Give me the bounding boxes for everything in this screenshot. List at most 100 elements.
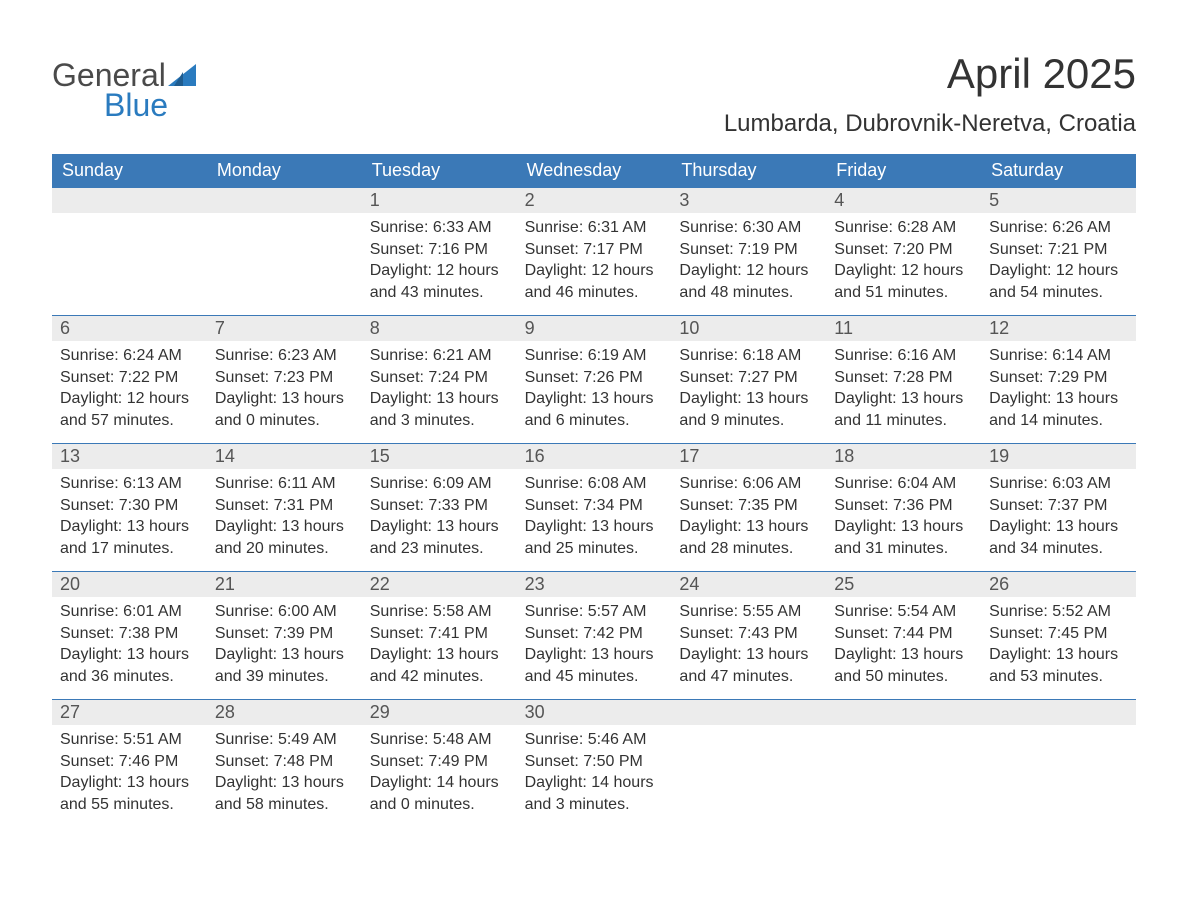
daylight-line: Daylight: 13 hours and 23 minutes. xyxy=(370,516,509,559)
daynum-row xyxy=(671,699,826,725)
sunrise-label: Sunrise: xyxy=(679,603,738,620)
sunset-label: Sunset: xyxy=(989,625,1043,642)
daynum-row: 6 xyxy=(52,315,207,341)
sunset-label: Sunset: xyxy=(60,753,114,770)
sunrise-value: 6:14 AM xyxy=(1052,347,1111,364)
sunrise-line: Sunrise: 6:28 AM xyxy=(834,217,973,239)
day-number: 10 xyxy=(679,318,818,339)
logo-word-1: General xyxy=(52,60,166,90)
sunset-line: Sunset: 7:27 PM xyxy=(679,367,818,389)
day-number: 26 xyxy=(989,574,1128,595)
day-number: 13 xyxy=(60,446,199,467)
calendar-cell: 21Sunrise: 6:00 AMSunset: 7:39 PMDayligh… xyxy=(207,571,362,699)
daylight-line: Daylight: 13 hours and 58 minutes. xyxy=(215,772,354,815)
daynum-row xyxy=(52,187,207,213)
daylight-line: Daylight: 13 hours and 6 minutes. xyxy=(525,388,664,431)
daylight-line: Daylight: 14 hours and 0 minutes. xyxy=(370,772,509,815)
sunrise-value: 6:01 AM xyxy=(123,603,182,620)
sunrise-line: Sunrise: 5:54 AM xyxy=(834,601,973,623)
sunset-value: 7:35 PM xyxy=(738,497,798,514)
sunrise-value: 6:04 AM xyxy=(897,475,956,492)
sunrise-value: 6:09 AM xyxy=(433,475,492,492)
sunset-label: Sunset: xyxy=(834,369,888,386)
sunrise-value: 5:57 AM xyxy=(588,603,647,620)
brand-logo: General Blue xyxy=(52,60,196,121)
calendar-cell: 27Sunrise: 5:51 AMSunset: 7:46 PMDayligh… xyxy=(52,699,207,827)
sunset-label: Sunset: xyxy=(989,241,1043,258)
daylight-label: Daylight: xyxy=(60,646,122,663)
calendar-cell xyxy=(826,699,981,827)
sunrise-label: Sunrise: xyxy=(60,475,119,492)
daynum-row: 21 xyxy=(207,571,362,597)
daylight-line: Daylight: 13 hours and 36 minutes. xyxy=(60,644,199,687)
sunrise-label: Sunrise: xyxy=(679,219,738,236)
day-number: 2 xyxy=(525,190,664,211)
sunset-label: Sunset: xyxy=(525,753,579,770)
sunset-value: 7:16 PM xyxy=(428,241,488,258)
dow-header: Tuesday xyxy=(362,154,517,187)
sunrise-line: Sunrise: 5:58 AM xyxy=(370,601,509,623)
day-number: 18 xyxy=(834,446,973,467)
sunset-line: Sunset: 7:45 PM xyxy=(989,623,1128,645)
sunset-value: 7:23 PM xyxy=(274,369,334,386)
sunrise-line: Sunrise: 6:30 AM xyxy=(679,217,818,239)
sunset-value: 7:21 PM xyxy=(1048,241,1108,258)
sunset-value: 7:27 PM xyxy=(738,369,798,386)
sunset-label: Sunset: xyxy=(370,753,424,770)
day-number: 5 xyxy=(989,190,1128,211)
daynum-row: 11 xyxy=(826,315,981,341)
daylight-label: Daylight: xyxy=(679,518,741,535)
sunset-label: Sunset: xyxy=(370,369,424,386)
sunrise-value: 6:33 AM xyxy=(433,219,492,236)
sunrise-line: Sunrise: 5:55 AM xyxy=(679,601,818,623)
calendar-cell: 29Sunrise: 5:48 AMSunset: 7:49 PMDayligh… xyxy=(362,699,517,827)
sunset-label: Sunset: xyxy=(989,369,1043,386)
day-number: 3 xyxy=(679,190,818,211)
sunrise-value: 6:30 AM xyxy=(743,219,802,236)
sunset-line: Sunset: 7:26 PM xyxy=(525,367,664,389)
daylight-line: Daylight: 13 hours and 9 minutes. xyxy=(679,388,818,431)
daylight-label: Daylight: xyxy=(834,390,896,407)
sunrise-line: Sunrise: 5:49 AM xyxy=(215,729,354,751)
day-number: 28 xyxy=(215,702,354,723)
calendar-cell: 3Sunrise: 6:30 AMSunset: 7:19 PMDaylight… xyxy=(671,187,826,315)
sunrise-label: Sunrise: xyxy=(989,603,1048,620)
sunrise-value: 5:46 AM xyxy=(588,731,647,748)
sunset-line: Sunset: 7:20 PM xyxy=(834,239,973,261)
sunrise-value: 6:23 AM xyxy=(278,347,337,364)
calendar-cell: 15Sunrise: 6:09 AMSunset: 7:33 PMDayligh… xyxy=(362,443,517,571)
daylight-line: Daylight: 14 hours and 3 minutes. xyxy=(525,772,664,815)
month-title: April 2025 xyxy=(724,50,1136,98)
sunset-line: Sunset: 7:50 PM xyxy=(525,751,664,773)
sunrise-value: 6:26 AM xyxy=(1052,219,1111,236)
daynum-row: 27 xyxy=(52,699,207,725)
daylight-label: Daylight: xyxy=(215,390,277,407)
sunset-label: Sunset: xyxy=(370,497,424,514)
sunset-line: Sunset: 7:21 PM xyxy=(989,239,1128,261)
calendar-cell: 1Sunrise: 6:33 AMSunset: 7:16 PMDaylight… xyxy=(362,187,517,315)
sunset-label: Sunset: xyxy=(834,625,888,642)
daynum-row xyxy=(207,187,362,213)
sunrise-value: 6:19 AM xyxy=(588,347,647,364)
calendar-cell xyxy=(207,187,362,315)
sunrise-label: Sunrise: xyxy=(525,603,584,620)
sunset-line: Sunset: 7:22 PM xyxy=(60,367,199,389)
calendar-cell: 26Sunrise: 5:52 AMSunset: 7:45 PMDayligh… xyxy=(981,571,1136,699)
calendar-cell: 9Sunrise: 6:19 AMSunset: 7:26 PMDaylight… xyxy=(517,315,672,443)
sunset-line: Sunset: 7:17 PM xyxy=(525,239,664,261)
calendar-cell: 23Sunrise: 5:57 AMSunset: 7:42 PMDayligh… xyxy=(517,571,672,699)
daynum-row: 9 xyxy=(517,315,672,341)
sunrise-value: 5:49 AM xyxy=(278,731,337,748)
title-block: April 2025 Lumbarda, Dubrovnik-Neretva, … xyxy=(724,50,1136,146)
sunrise-label: Sunrise: xyxy=(834,603,893,620)
daylight-line: Daylight: 13 hours and 39 minutes. xyxy=(215,644,354,687)
calendar-cell: 24Sunrise: 5:55 AMSunset: 7:43 PMDayligh… xyxy=(671,571,826,699)
sunset-label: Sunset: xyxy=(60,497,114,514)
day-number: 19 xyxy=(989,446,1128,467)
sunset-label: Sunset: xyxy=(525,241,579,258)
logo-word-2: Blue xyxy=(104,90,196,120)
daylight-line: Daylight: 13 hours and 14 minutes. xyxy=(989,388,1128,431)
calendar-cell: 11Sunrise: 6:16 AMSunset: 7:28 PMDayligh… xyxy=(826,315,981,443)
sunset-label: Sunset: xyxy=(679,241,733,258)
daylight-label: Daylight: xyxy=(525,774,587,791)
